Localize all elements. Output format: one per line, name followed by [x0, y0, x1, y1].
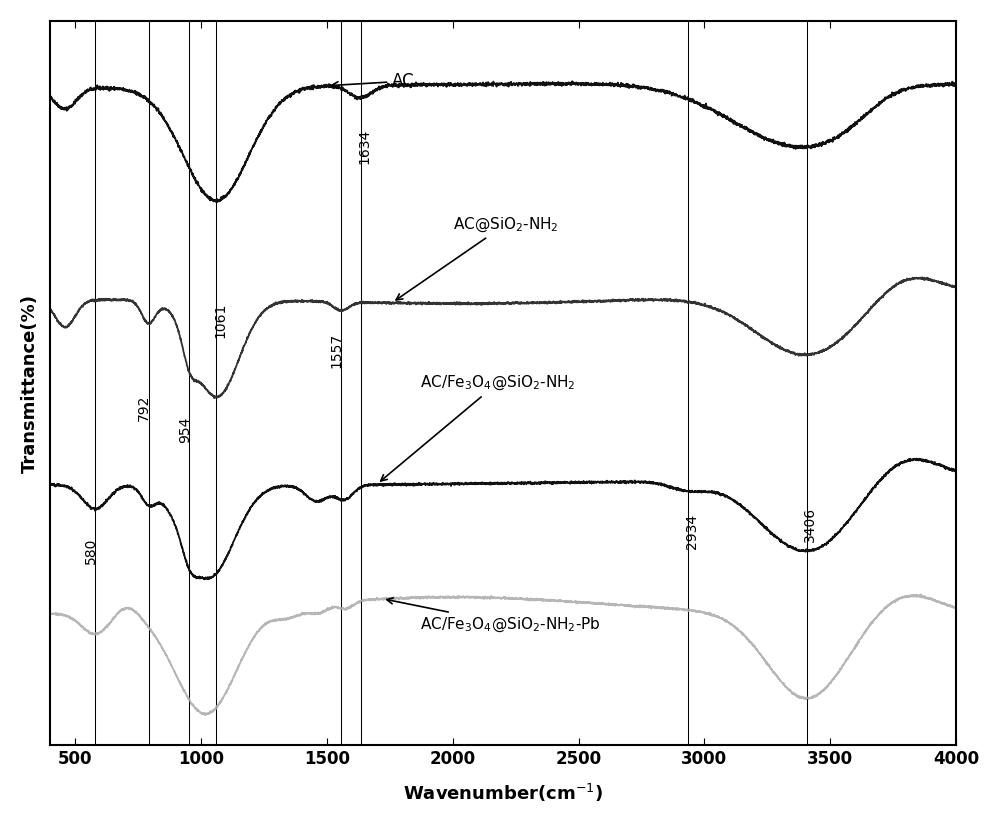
Y-axis label: Transmittance(%): Transmittance(%) — [21, 294, 39, 473]
Text: AC/Fe$_3$O$_4$@SiO$_2$-NH$_2$-Pb: AC/Fe$_3$O$_4$@SiO$_2$-NH$_2$-Pb — [387, 598, 601, 634]
Text: AC@SiO$_2$-NH$_2$: AC@SiO$_2$-NH$_2$ — [396, 215, 558, 300]
Text: 1061: 1061 — [213, 303, 227, 337]
Text: 1557: 1557 — [330, 332, 344, 368]
Text: AC: AC — [331, 73, 415, 90]
X-axis label: Wavenumber(cm$^{-1}$): Wavenumber(cm$^{-1}$) — [403, 782, 603, 804]
Text: 3406: 3406 — [803, 507, 817, 541]
Text: 580: 580 — [84, 538, 98, 564]
Text: 792: 792 — [137, 394, 151, 421]
Text: 2934: 2934 — [685, 514, 699, 549]
Text: 954: 954 — [178, 417, 192, 444]
Text: 1634: 1634 — [357, 129, 371, 164]
Text: AC/Fe$_3$O$_4$@SiO$_2$-NH$_2$: AC/Fe$_3$O$_4$@SiO$_2$-NH$_2$ — [381, 374, 575, 481]
